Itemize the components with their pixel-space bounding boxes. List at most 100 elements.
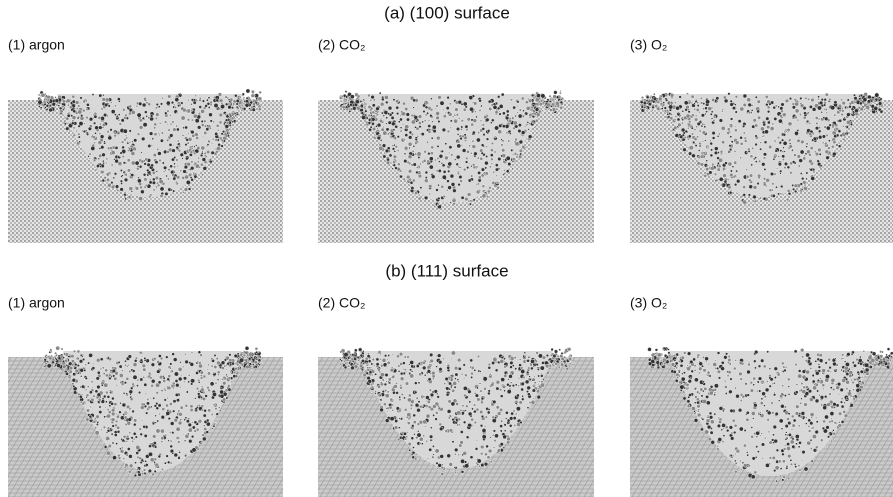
- atom: [120, 402, 122, 404]
- atom: [738, 469, 740, 471]
- atom: [481, 168, 485, 172]
- atom: [800, 402, 802, 404]
- atom: [397, 163, 400, 166]
- atom: [694, 118, 698, 122]
- atom: [765, 463, 769, 467]
- atom: [107, 427, 110, 430]
- atom: [843, 410, 846, 413]
- atom: [515, 142, 519, 146]
- atom: [687, 365, 689, 367]
- atom: [779, 475, 781, 477]
- atom: [800, 140, 804, 144]
- atom: [849, 105, 852, 108]
- atom: [455, 421, 458, 424]
- atom: [228, 377, 231, 380]
- atom: [160, 194, 163, 197]
- atom: [819, 353, 823, 357]
- atom: [721, 367, 725, 371]
- atom: [406, 118, 409, 121]
- atom: [458, 454, 460, 456]
- atom: [180, 419, 182, 421]
- atom: [467, 193, 471, 197]
- atom: [441, 150, 444, 153]
- atom: [709, 412, 712, 415]
- atom: [226, 121, 229, 124]
- atom: [190, 379, 194, 383]
- atom: [730, 170, 732, 172]
- atom: [798, 374, 802, 378]
- atom: [77, 117, 79, 119]
- atom: [842, 358, 844, 360]
- atom: [387, 359, 389, 361]
- atom: [160, 187, 164, 191]
- atom: [98, 126, 102, 130]
- atom: [417, 152, 421, 156]
- atom: [104, 446, 107, 449]
- atom: [451, 182, 455, 186]
- atom: [740, 136, 743, 139]
- atom: [505, 411, 508, 414]
- atom: [158, 132, 160, 134]
- atom: [66, 99, 70, 103]
- atom: [137, 179, 141, 183]
- atom: [462, 405, 464, 407]
- atom: [225, 124, 229, 128]
- atom: [780, 404, 784, 408]
- atom: [432, 391, 434, 393]
- atom: [372, 127, 376, 131]
- atom: [740, 399, 742, 401]
- atom: [471, 408, 473, 410]
- atom: [710, 142, 713, 145]
- atom: [476, 462, 478, 464]
- atom: [105, 436, 109, 440]
- atom: [766, 178, 770, 182]
- atom: [221, 378, 223, 380]
- atom: [688, 138, 690, 140]
- atom: [159, 159, 162, 162]
- atom: [105, 369, 108, 372]
- atom: [410, 360, 414, 364]
- atom: [174, 171, 176, 173]
- atom: [687, 127, 689, 129]
- atom: [112, 375, 115, 378]
- atom: [467, 118, 471, 122]
- atom: [510, 361, 514, 365]
- atom: [468, 163, 470, 165]
- atom: [363, 363, 365, 365]
- atom: [145, 158, 148, 161]
- atom: [177, 105, 179, 107]
- atom: [506, 170, 509, 173]
- atom: [539, 102, 543, 106]
- atom: [126, 377, 129, 380]
- atom: [352, 354, 355, 357]
- atom: [785, 99, 789, 103]
- atom: [703, 124, 705, 126]
- atom: [712, 131, 716, 135]
- atom: [777, 136, 780, 139]
- atom: [761, 398, 763, 400]
- atom: [806, 178, 808, 180]
- atom: [162, 375, 164, 377]
- atom: [683, 148, 687, 152]
- atom: [155, 107, 157, 109]
- atom: [430, 368, 432, 370]
- atom: [132, 141, 134, 143]
- atom: [394, 136, 397, 139]
- atom: [753, 360, 756, 363]
- atom: [200, 377, 203, 380]
- atom: [436, 366, 438, 368]
- atom: [501, 155, 503, 157]
- atom: [176, 399, 179, 402]
- atom: [139, 125, 143, 129]
- atom: [173, 144, 175, 146]
- atom: [463, 386, 467, 390]
- atom: [129, 432, 131, 434]
- atom: [415, 453, 417, 455]
- atom: [219, 409, 222, 412]
- atom: [194, 421, 197, 424]
- atom: [141, 419, 143, 421]
- atom: [340, 363, 342, 365]
- atom: [523, 376, 526, 379]
- atom: [182, 135, 184, 137]
- atom: [756, 431, 760, 435]
